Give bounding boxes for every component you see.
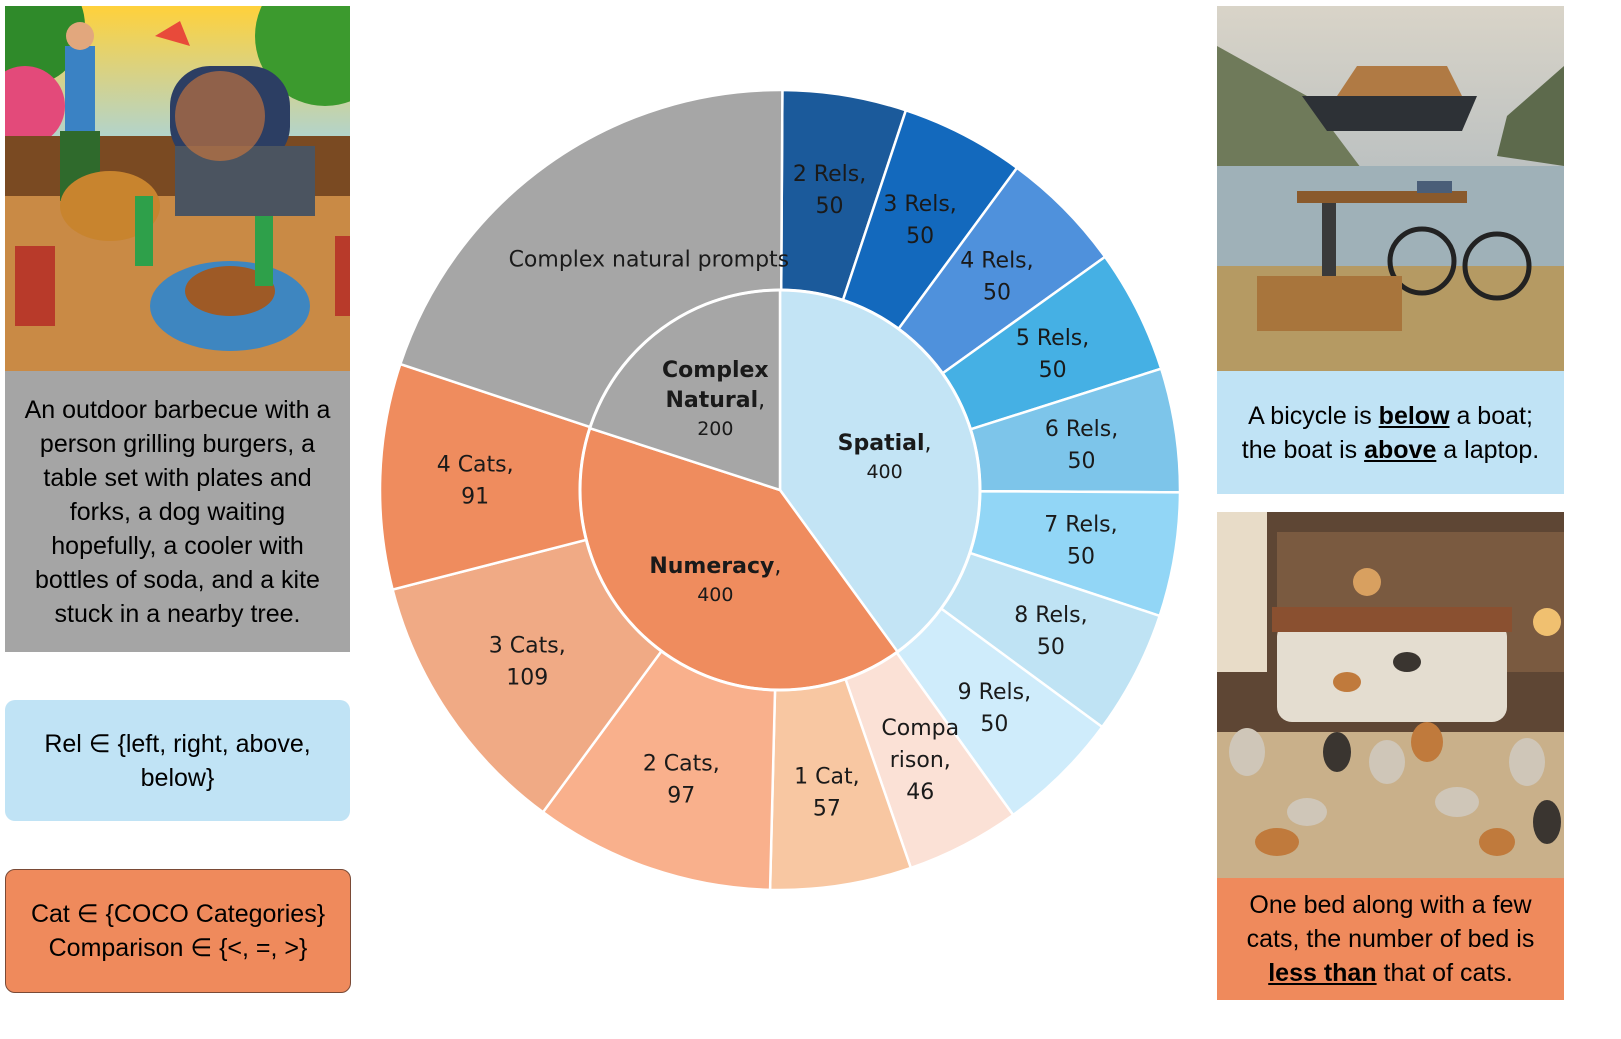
outer-label-12-value: 91 (461, 485, 489, 510)
outer-label-1-value: 50 (906, 224, 934, 249)
comparison-definition-line: Comparison ∈ {<, =, >} (48, 934, 308, 962)
sunburst-chart: 2 Rels,50 3 Rels,504 Rels,505 Rels,506 Re… (380, 88, 1182, 892)
numeracy-example-text: One bed along with a few cats, the numbe… (1246, 891, 1535, 987)
inner-label-2-value: 200 (697, 418, 733, 440)
outer-label-10-value: 97 (667, 784, 695, 809)
inner-label-2-a: Complex (662, 358, 769, 383)
numeracy-example-caption: One bed along with a few cats, the numbe… (1217, 878, 1564, 1000)
rel-definition-box: Rel ∈ {left, right, above, below} (5, 700, 350, 821)
outer-label-10: 2 Cats, (643, 752, 720, 777)
outer-label-12: 4 Cats, (437, 453, 514, 478)
outer-label-4: 6 Rels, (1045, 417, 1118, 442)
outer-label-8-value: 46 (906, 780, 934, 805)
outer-label-3: 5 Rels, (1016, 326, 1089, 351)
spatial-example-text: A bicycle is below a boat; the boat is a… (1241, 401, 1540, 464)
outer-label-0-value: 50 (816, 194, 844, 219)
barbecue-image (5, 6, 350, 371)
outer-label-8-b: rison, (890, 748, 951, 773)
outer-label-1: 3 Rels, (883, 192, 956, 217)
ring-separator (578, 288, 982, 692)
outer-label-7-value: 50 (980, 712, 1008, 737)
spatial-example-caption: A bicycle is below a boat; the boat is a… (1217, 371, 1564, 494)
outer-label-11: 3 Cats, (489, 634, 566, 659)
barbecue-caption: An outdoor barbecue with a person grilli… (5, 371, 350, 652)
cat-definition-line: Cat ∈ {COCO Categories} (30, 900, 326, 928)
outer-label-6-value: 50 (1037, 635, 1065, 660)
outer-label-2-value: 50 (983, 281, 1011, 306)
outer-label-3-value: 50 (1039, 358, 1067, 383)
inner-label-0-value: 400 (866, 461, 902, 483)
inner-label-1: Numeracy, (649, 554, 781, 579)
outer-label-2: 4 Rels, (960, 249, 1033, 274)
boat-bicycle-image (1217, 6, 1564, 371)
outer-label-0: 2 Rels, (793, 162, 866, 187)
inner-label-2-b: Natural, (665, 388, 765, 413)
outer-label-8-a: Compa (881, 716, 959, 741)
outer-label-4-value: 50 (1068, 449, 1096, 474)
inner-label-0: Spatial, (838, 431, 932, 456)
outer-label-11-value: 109 (506, 666, 548, 691)
outer-label-9: 1 Cat, (794, 764, 859, 789)
inner-label-1-value: 400 (697, 584, 733, 606)
outer-label-6: 8 Rels, (1014, 603, 1087, 628)
outer-label-7: 9 Rels, (958, 680, 1031, 705)
bed-cats-image (1217, 512, 1564, 878)
outer-label-5: 7 Rels, (1044, 513, 1117, 538)
cat-definition-box: Cat ∈ {COCO Categories} Comparison ∈ {<,… (5, 869, 351, 993)
outer-label-5-value: 50 (1067, 545, 1095, 570)
outer-label-13: Complex natural prompts (509, 247, 790, 272)
outer-label-9-value: 57 (813, 796, 841, 821)
